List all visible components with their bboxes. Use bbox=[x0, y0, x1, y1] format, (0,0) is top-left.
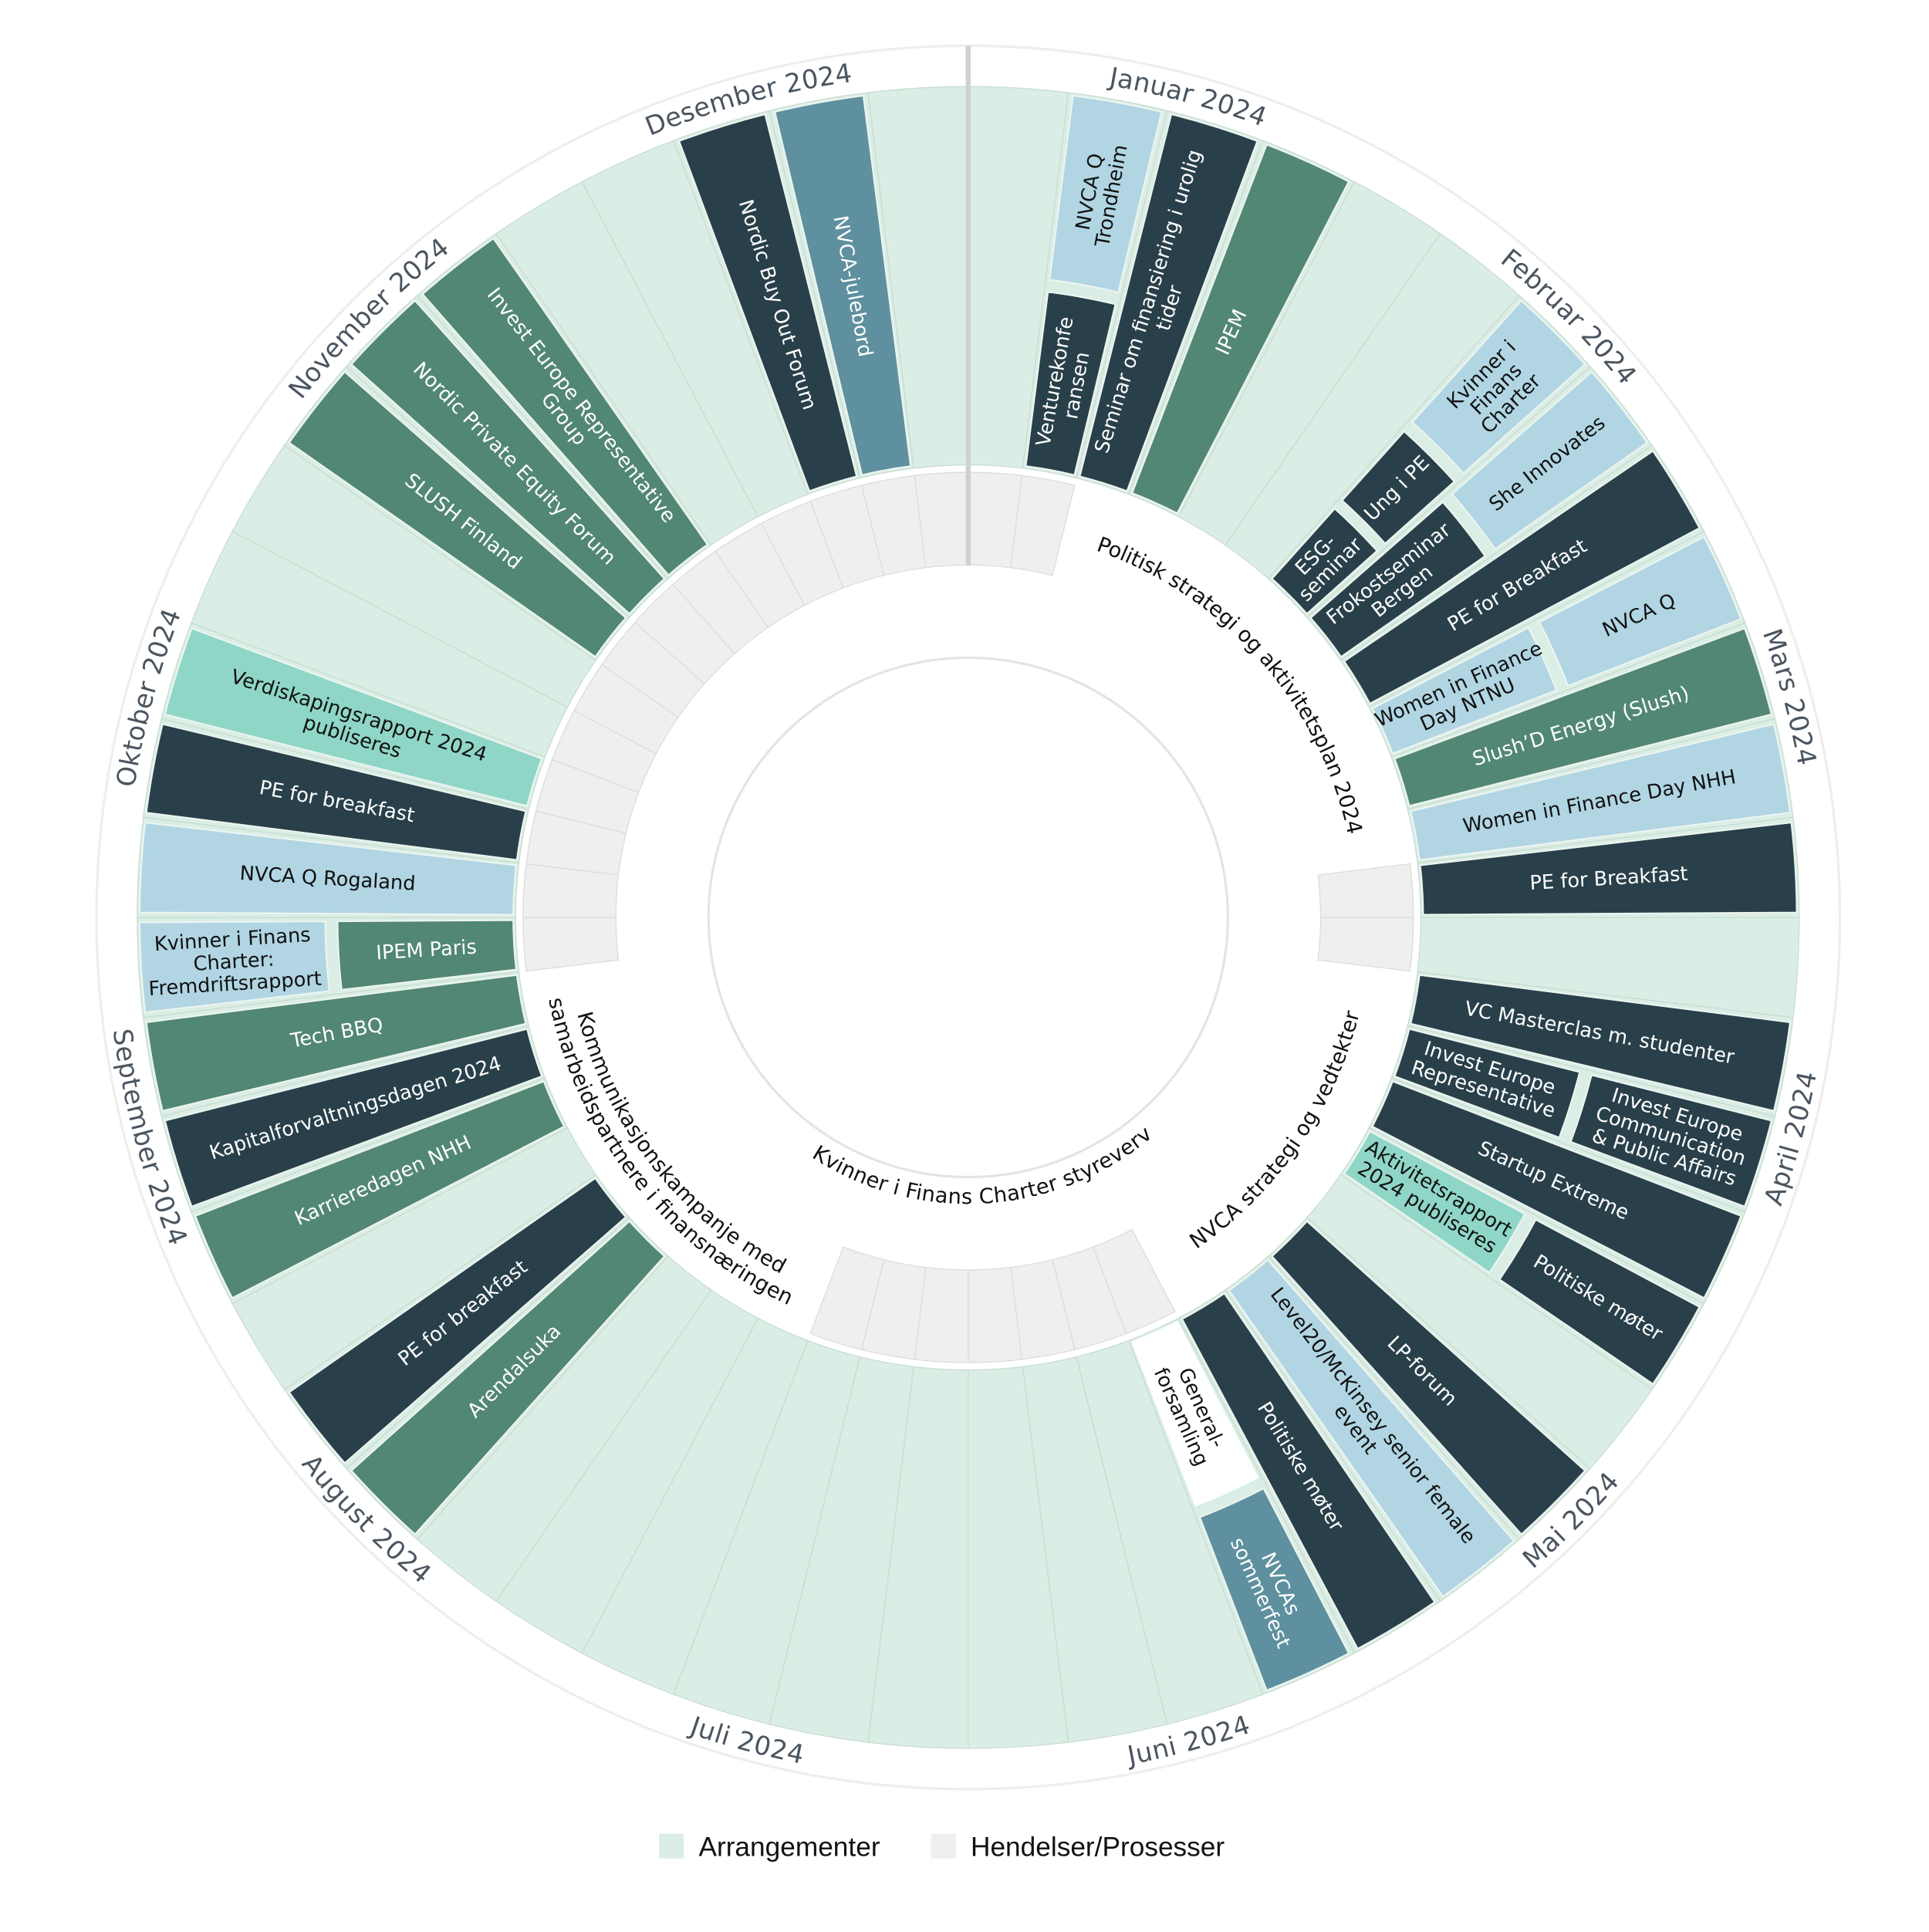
event-box bbox=[1343, 450, 1701, 704]
event-box bbox=[1394, 627, 1772, 807]
event-box bbox=[350, 1220, 666, 1535]
legend: Arrangementer Hendelser/Prosesser bbox=[659, 1832, 1225, 1863]
event-box bbox=[1394, 1028, 1581, 1139]
event-box bbox=[1410, 723, 1791, 861]
event-box bbox=[288, 1177, 627, 1464]
event-box bbox=[336, 919, 517, 991]
event-box bbox=[1079, 113, 1258, 492]
event-box bbox=[1498, 1218, 1701, 1385]
event-box bbox=[1569, 1074, 1772, 1208]
legend-label: Hendelser/Prosesser bbox=[971, 1832, 1225, 1863]
process-cell bbox=[809, 1246, 885, 1351]
event-box bbox=[288, 371, 627, 658]
event-box bbox=[1049, 95, 1163, 293]
process-cell bbox=[522, 917, 620, 972]
event-box bbox=[421, 238, 708, 576]
process-label-path: Kvinner i Finans Charter styreverv bbox=[809, 1122, 1157, 1209]
event-box bbox=[1025, 291, 1117, 476]
event-box bbox=[1271, 1220, 1586, 1535]
event-layer: NVCA QTrondheimVenturekonferansenSeminar… bbox=[139, 95, 1798, 1691]
process-label: Kvinner i Finans Charter styreverv bbox=[809, 1122, 1157, 1209]
event-box bbox=[145, 974, 527, 1112]
event-box bbox=[774, 95, 912, 476]
event-box bbox=[1371, 1080, 1742, 1299]
process-cell bbox=[1010, 475, 1076, 576]
event-box bbox=[194, 1080, 565, 1299]
event-box bbox=[1309, 501, 1486, 658]
legend-swatch bbox=[659, 1833, 684, 1859]
event-box bbox=[1131, 1321, 1259, 1507]
event-label: Kvinner i FinansCharter:Fremdriftsrappor… bbox=[145, 923, 322, 1001]
legend-label: Arrangementer bbox=[698, 1832, 880, 1863]
process-cell bbox=[1317, 917, 1414, 972]
event-box bbox=[164, 627, 543, 807]
event-label-line: Charter: bbox=[193, 948, 275, 976]
event-box bbox=[145, 723, 527, 861]
event-box bbox=[1371, 627, 1558, 755]
event-box bbox=[1419, 822, 1798, 916]
inner-circle bbox=[707, 656, 1229, 1179]
event-box bbox=[1451, 371, 1648, 550]
event-box bbox=[1410, 974, 1791, 1112]
event-box bbox=[678, 113, 858, 492]
event-box bbox=[1181, 1292, 1436, 1650]
event-box bbox=[1539, 535, 1742, 687]
event-box bbox=[350, 299, 666, 615]
process-cell bbox=[1317, 863, 1414, 918]
event-box bbox=[1131, 144, 1350, 515]
event-box bbox=[139, 822, 517, 916]
event-box bbox=[164, 1028, 543, 1208]
event-box bbox=[1411, 299, 1586, 475]
event-box bbox=[1199, 1488, 1350, 1691]
event-box bbox=[1228, 1258, 1515, 1597]
event-box bbox=[1271, 508, 1378, 615]
event-box bbox=[1341, 431, 1455, 545]
event-box bbox=[139, 920, 330, 1013]
legend-swatch bbox=[931, 1833, 956, 1859]
event-box bbox=[1343, 1130, 1526, 1274]
